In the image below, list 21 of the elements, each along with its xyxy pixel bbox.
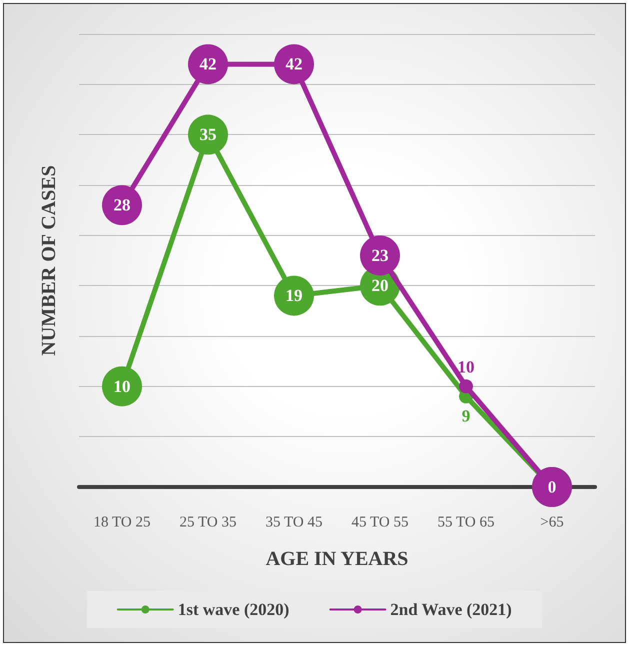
legend-label: 2nd Wave (2021) xyxy=(390,600,512,619)
data-label: 19 xyxy=(286,286,302,306)
x-axis-title: AGE IN YEARS xyxy=(266,548,408,570)
data-label: 42 xyxy=(286,54,302,74)
data-label: 10 xyxy=(114,376,130,396)
data-label: 0 xyxy=(548,478,556,496)
data-label: 10 xyxy=(458,357,474,376)
x-tick-label: 35 TO 45 xyxy=(266,514,322,530)
x-tick-label: 18 TO 25 xyxy=(94,514,150,530)
data-label: 35 xyxy=(200,125,216,144)
data-label: 23 xyxy=(372,246,388,265)
x-tick-label: >65 xyxy=(540,514,564,530)
data-label: 28 xyxy=(114,196,130,215)
x-tick-label: 25 TO 35 xyxy=(180,514,236,530)
data-label: 9 xyxy=(462,406,470,426)
data-label: 20 xyxy=(372,276,388,296)
legend-label: 1st wave (2020) xyxy=(178,600,290,619)
data-label: 42 xyxy=(200,54,216,74)
x-tick-label: 45 TO 55 xyxy=(352,514,408,530)
y-axis-title: NUMBER OF CASES xyxy=(38,165,60,356)
x-tick-label: 55 TO 65 xyxy=(438,514,494,530)
